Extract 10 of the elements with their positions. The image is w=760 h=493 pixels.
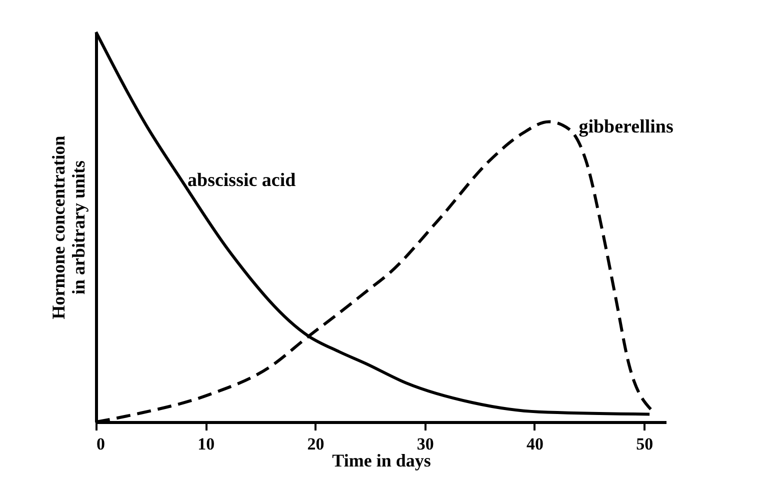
x-tick-label: 30 xyxy=(416,434,434,454)
x-tick-label: 0 xyxy=(96,434,105,454)
x-tick-label: 50 xyxy=(636,434,654,454)
series-label: gibberellins xyxy=(578,116,674,138)
y-axis-title: Hormone concentration in arbitrary units xyxy=(48,136,88,320)
x-tick-label: 40 xyxy=(526,434,544,454)
series-label: abscissic acid xyxy=(188,170,296,192)
x-tick-label: 20 xyxy=(307,434,324,454)
x-axis-title: Time in days xyxy=(332,450,431,470)
x-tick-label: 10 xyxy=(198,434,215,454)
